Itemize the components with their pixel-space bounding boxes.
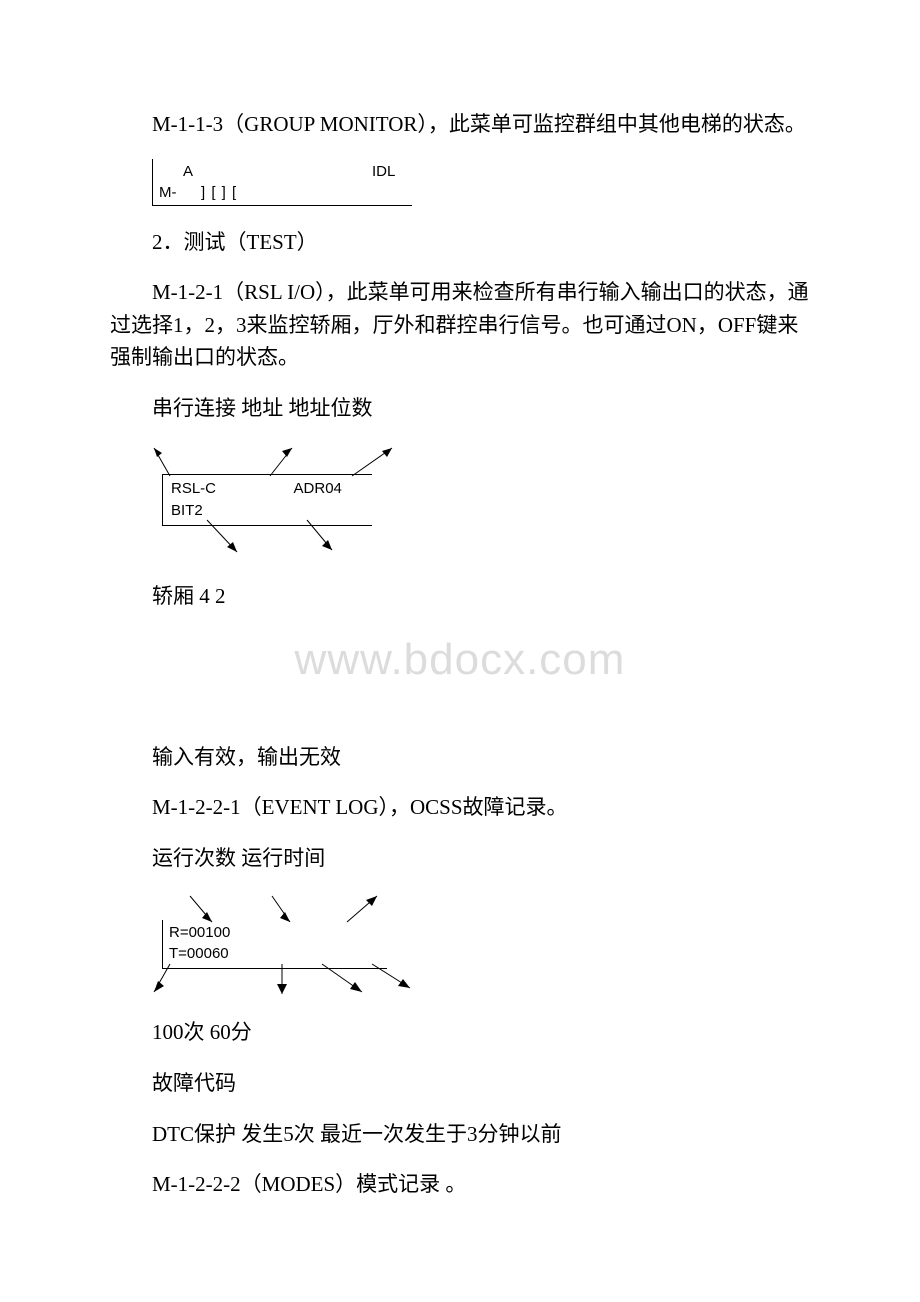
- paragraph-dtc: DTC保护 发生5次 最近一次发生于3分钟以前: [110, 1118, 810, 1151]
- rsl-line2: BIT2: [171, 500, 364, 522]
- paragraph-fault-code: 故障代码: [110, 1067, 810, 1100]
- display-row-2: M- ] [ ] [: [152, 182, 412, 206]
- m-label: M-: [159, 184, 201, 201]
- rsl-line1: RSL-C ADR04: [171, 478, 364, 500]
- paragraph-test-header: 2．测试（TEST）: [110, 226, 810, 259]
- col-a: A: [153, 163, 223, 180]
- paragraph-group-monitor: M-1-1-3（GROUP MONITOR），此菜单可监控群组中其他电梯的状态。: [110, 108, 810, 141]
- display-box-group: A IDL M- ] [ ] [: [152, 159, 412, 206]
- col-mid: [223, 163, 372, 180]
- spacer: [110, 631, 810, 741]
- brackets: ] [ ] [: [201, 184, 237, 201]
- rsl-c-label: RSL-C: [171, 480, 216, 497]
- display-box-rsl: RSL-C ADR04 BIT2: [162, 474, 372, 526]
- diagram-rsl: RSL-C ADR04 BIT2: [152, 442, 810, 562]
- paragraph-modes: M-1-2-2-2（MODES）模式记录 。: [110, 1168, 810, 1201]
- paragraph-serial-header: 串行连接 地址 地址位数: [110, 392, 810, 425]
- paragraph-io-valid: 输入有效，输出无效: [110, 741, 810, 774]
- display-row-1: A IDL: [152, 159, 412, 182]
- display-box-run: R=00100 T=00060: [162, 920, 387, 969]
- paragraph-rsl-io: M-1-2-1（RSL I/O），此菜单可用来检查所有串行输入输出口的状态，通过…: [110, 276, 810, 374]
- col-idl: IDL: [372, 163, 412, 180]
- paragraph-run-header: 运行次数 运行时间: [110, 842, 810, 875]
- paragraph-event-log: M-1-2-2-1（EVENT LOG），OCSS故障记录。: [110, 791, 810, 824]
- run-r-line: R=00100: [169, 922, 381, 943]
- paragraph-100-60: 100次 60分: [110, 1016, 810, 1049]
- run-t-line: T=00060: [169, 943, 381, 964]
- document-content: M-1-1-3（GROUP MONITOR），此菜单可监控群组中其他电梯的状态。…: [110, 108, 810, 1201]
- diagram-run: R=00100 T=00060: [152, 892, 810, 1002]
- paragraph-cabin: 轿厢 4 2: [110, 580, 810, 613]
- adr-label: ADR04: [294, 480, 342, 497]
